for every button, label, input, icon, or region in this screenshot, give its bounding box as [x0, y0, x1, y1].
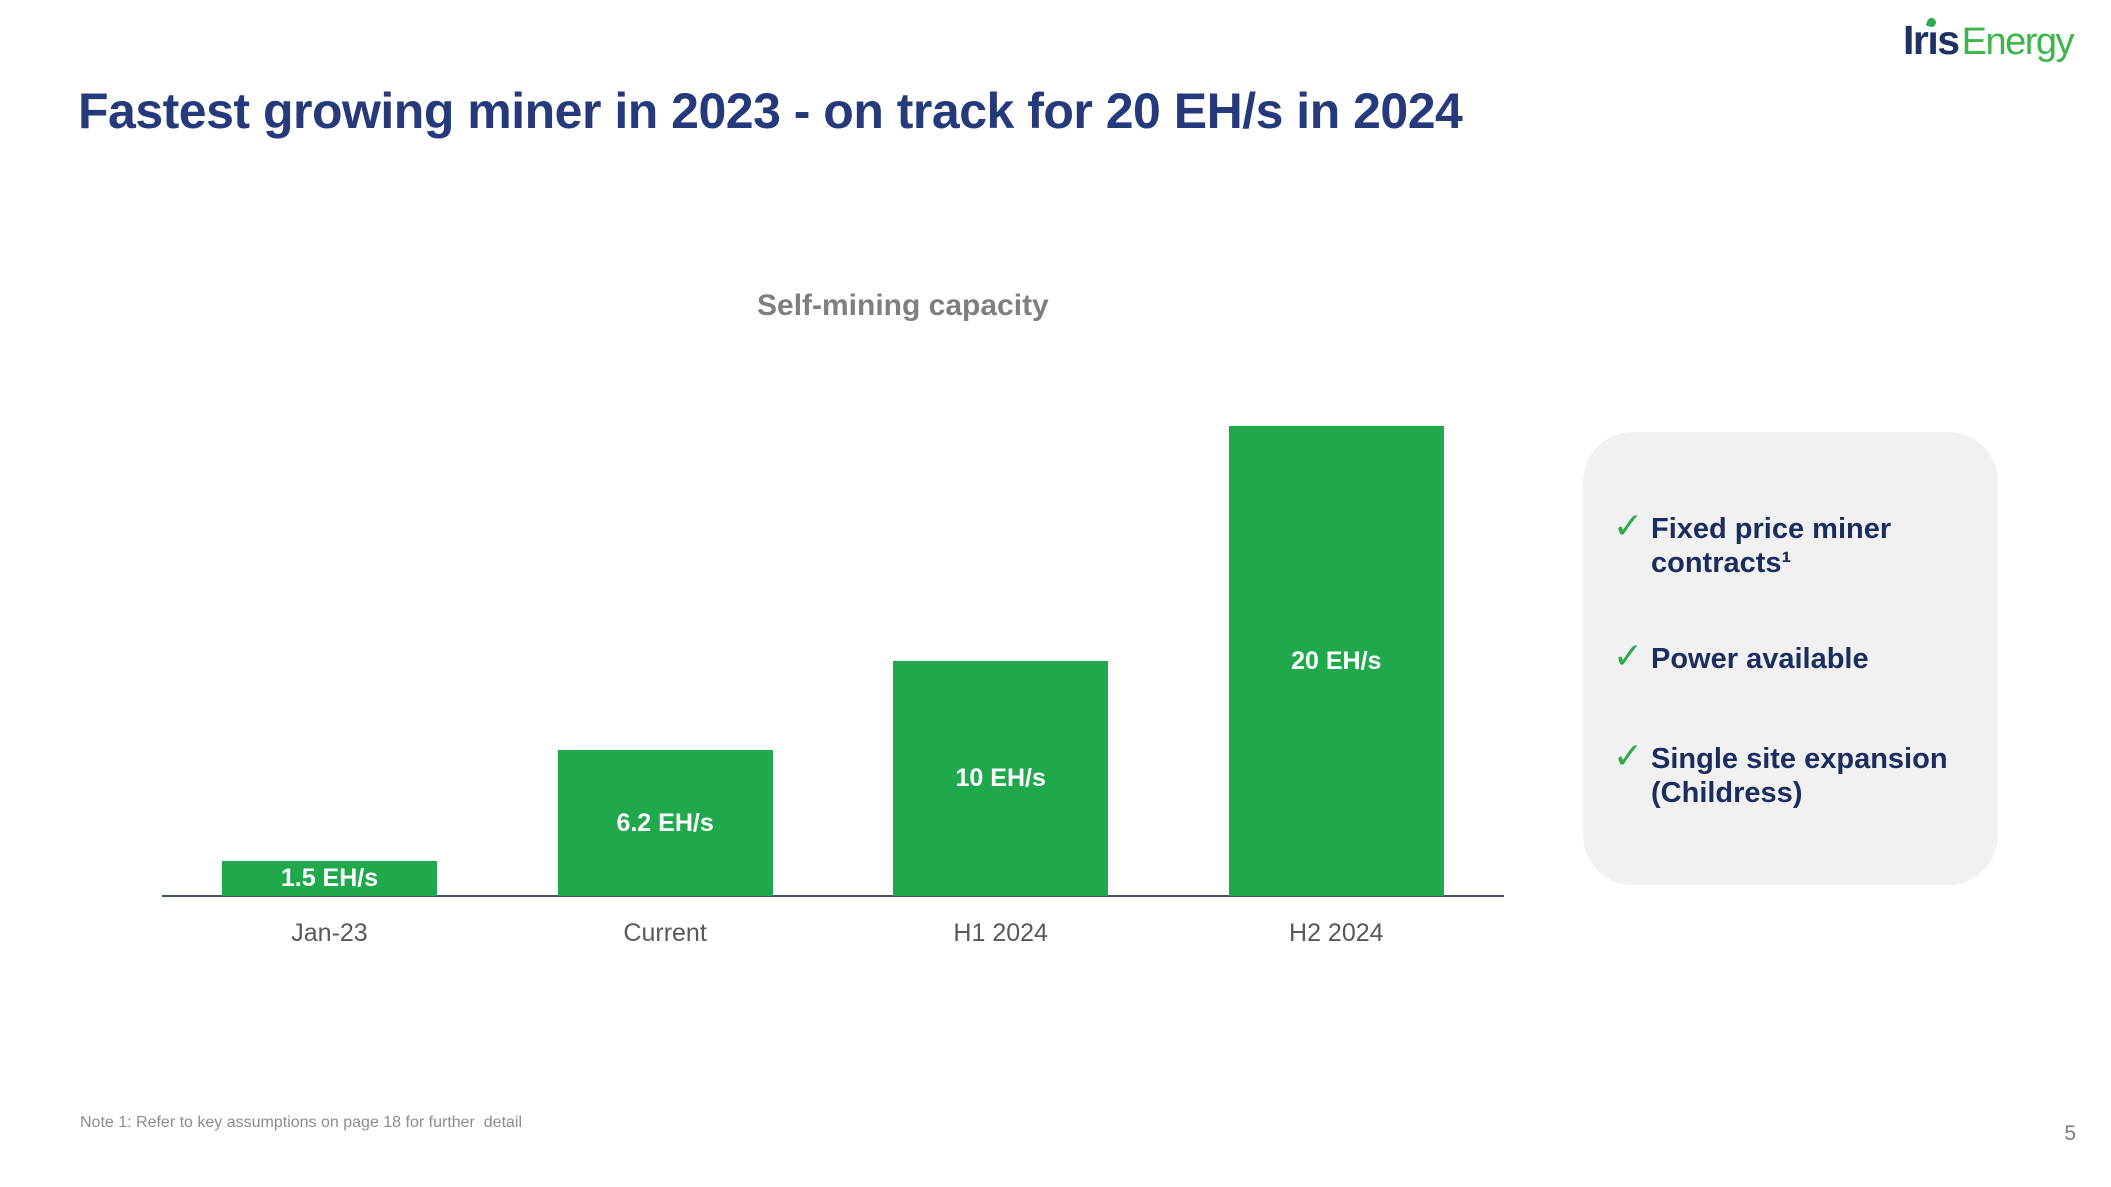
- checklist-item-text: Fixed price miner contracts¹: [1651, 512, 1891, 580]
- checklist-item-fixed-price-miner-contracts: ✓ Fixed price miner contracts¹: [1613, 505, 1973, 580]
- x-axis-line: [162, 895, 1504, 897]
- checklist-line: contracts¹: [1651, 547, 1792, 579]
- logo-iris-text: Irı s: [1903, 16, 1960, 63]
- slide-title: Fastest growing miner in 2023 - on track…: [78, 83, 1463, 139]
- checklist-item-text: Power available: [1651, 642, 1869, 676]
- category-label-current: Current: [623, 919, 707, 947]
- bar-value-label: 1.5 EH/s: [280, 864, 379, 892]
- self-mining-capacity-chart: 1.5 EH/s Jan-23 6.2 EH/s Current 10 EH/s H1 2…: [162, 380, 1504, 947]
- iris-energy-logo: Irı sEnergy: [1903, 16, 2075, 74]
- highlights-panel: ✓ Fixed price miner contracts¹ ✓ Power a…: [1583, 432, 1998, 885]
- chart-bar-h2-2024: 20 EH/s: [1228, 426, 1444, 896]
- footnote: Note 1: Refer to key assumptions on page…: [80, 1114, 523, 1131]
- checklist-line: Single site expansion: [1651, 743, 1948, 775]
- checklist-line: Power available: [1651, 643, 1869, 675]
- chart-title: Self-mining capacity: [757, 289, 1049, 322]
- category-label-h1-2024: H1 2024: [953, 919, 1048, 947]
- check-icon: ✓: [1613, 635, 1644, 676]
- check-icon: ✓: [1613, 505, 1644, 546]
- logo-energy-text: Energy: [1961, 21, 2075, 63]
- category-label-jan-23: Jan-23: [291, 919, 368, 947]
- checklist-item-single-site-expansion: ✓ Single site expansion (Childress): [1613, 735, 1973, 810]
- chart-bar-jan-23: 1.5 EH/s: [222, 861, 437, 896]
- checklist-line: Fixed price miner: [1651, 513, 1892, 545]
- logo-leaf-dot-icon: [1926, 16, 1938, 29]
- check-icon: ✓: [1613, 735, 1644, 776]
- bar-value-label: 20 EH/s: [1291, 646, 1382, 675]
- bar-value-label: 10 EH/s: [955, 764, 1046, 792]
- checklist-item-text: Single site expansion (Childress): [1651, 742, 1948, 810]
- bar-value-label: 6.2 EH/s: [616, 808, 714, 837]
- category-label-h2-2024: H2 2024: [1289, 919, 1384, 947]
- page-number: 5: [2064, 1122, 2076, 1145]
- chart-bar-h1-2024: 10 EH/s: [893, 661, 1109, 896]
- checklist-line: (Childress): [1651, 777, 1803, 809]
- chart-bar-current: 6.2 EH/s: [557, 750, 773, 896]
- checklist-item-power-available: ✓ Power available: [1613, 635, 1973, 676]
